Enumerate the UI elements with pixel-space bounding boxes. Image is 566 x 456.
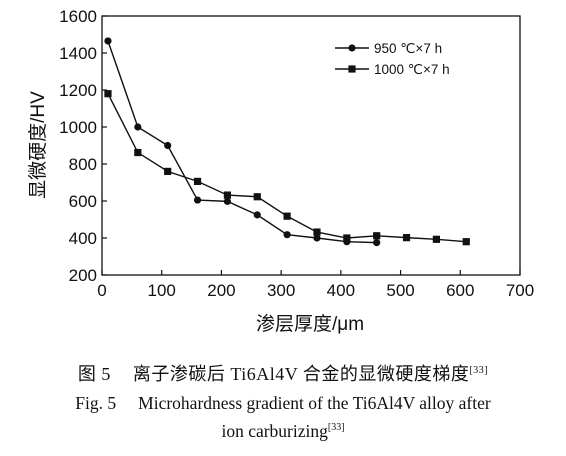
- legend-label: 950 ℃×7 h: [374, 41, 442, 56]
- y-axis-label: 显微硬度/HV: [27, 91, 49, 199]
- y-tick-label: 1000: [59, 118, 97, 137]
- data-point: [283, 231, 291, 239]
- x-tick-label: 600: [446, 281, 474, 300]
- legend-entry-1: 950 ℃×7 h: [335, 41, 442, 56]
- legend: 950 ℃×7 h 1000 ℃×7 h: [335, 41, 450, 77]
- y-tick-label: 1600: [59, 7, 97, 26]
- caption-chinese: 图 5 离子渗碳后 Ti6Al4V 合金的显微硬度梯度[33]: [0, 360, 566, 386]
- data-point: [462, 238, 470, 246]
- y-tick-label: 800: [69, 155, 97, 174]
- x-tick-label: 200: [207, 281, 235, 300]
- y-tick-label: 1200: [59, 81, 97, 100]
- x-tick-label: 100: [148, 281, 176, 300]
- legend-marker: [348, 65, 356, 73]
- caption-english-line-1: Fig. 5 Microhardness gradient of the Ti6A…: [0, 393, 566, 414]
- data-point: [313, 234, 321, 242]
- tick-marks: 0 100 200 300 400 500 600 700 200 400 600 800 1000 12…: [59, 7, 534, 300]
- x-tick-label: 700: [506, 281, 534, 300]
- y-tick-label: 600: [69, 192, 97, 211]
- caption-reference-en: [33]: [327, 422, 345, 433]
- legend-marker: [348, 44, 356, 52]
- data-point: [253, 211, 261, 219]
- data-point: [134, 123, 142, 131]
- series-2: [104, 90, 470, 246]
- axes: [101, 15, 521, 276]
- series-1: [104, 37, 381, 247]
- data-point: [193, 177, 202, 185]
- x-tick-label: 400: [327, 281, 355, 300]
- x-tick-label: 300: [267, 281, 295, 300]
- data-point: [343, 234, 351, 242]
- y-tick-label: 200: [69, 266, 97, 285]
- caption-english-line-2: ion carburizing[33]: [0, 421, 566, 442]
- data-point: [253, 193, 261, 201]
- legend-entry-2: 1000 ℃×7 h: [335, 62, 450, 77]
- plot-frame: [101, 15, 521, 276]
- caption-figure-number: 图 5: [77, 364, 111, 384]
- caption-figure-number-en: Fig. 5: [75, 393, 117, 413]
- series-layer: [104, 37, 470, 247]
- data-point: [104, 90, 112, 98]
- data-point: [134, 148, 142, 157]
- data-point: [402, 234, 411, 242]
- data-point: [432, 235, 440, 243]
- y-tick-label: 1400: [59, 44, 97, 63]
- caption-english-text-2: ion carburizing: [221, 421, 328, 441]
- series-line: [107, 40, 377, 244]
- data-point: [104, 37, 112, 45]
- data-point: [223, 197, 231, 205]
- data-point: [223, 191, 231, 199]
- data-point: [313, 228, 321, 236]
- data-point: [373, 239, 381, 247]
- x-axis-label: 渗层厚度/μm: [256, 313, 364, 335]
- caption-reference: [33]: [469, 365, 489, 376]
- data-point: [164, 141, 172, 150]
- y-tick-label: 400: [69, 229, 97, 248]
- x-tick-label: 500: [386, 281, 414, 300]
- data-point: [193, 196, 202, 204]
- legend-label: 1000 ℃×7 h: [374, 62, 450, 77]
- caption-english-text-1: Microhardness gradient of the Ti6Al4V al…: [138, 393, 491, 413]
- chart: 0 100 200 300 400 500 600 700 200 400 600 800 1000 12…: [27, 7, 534, 335]
- data-point: [373, 232, 381, 240]
- caption-chinese-text: 离子渗碳后 Ti6Al4V 合金的显微硬度梯度: [132, 364, 470, 384]
- data-point: [164, 167, 172, 175]
- x-tick-label: 0: [97, 281, 106, 300]
- data-point: [283, 212, 291, 220]
